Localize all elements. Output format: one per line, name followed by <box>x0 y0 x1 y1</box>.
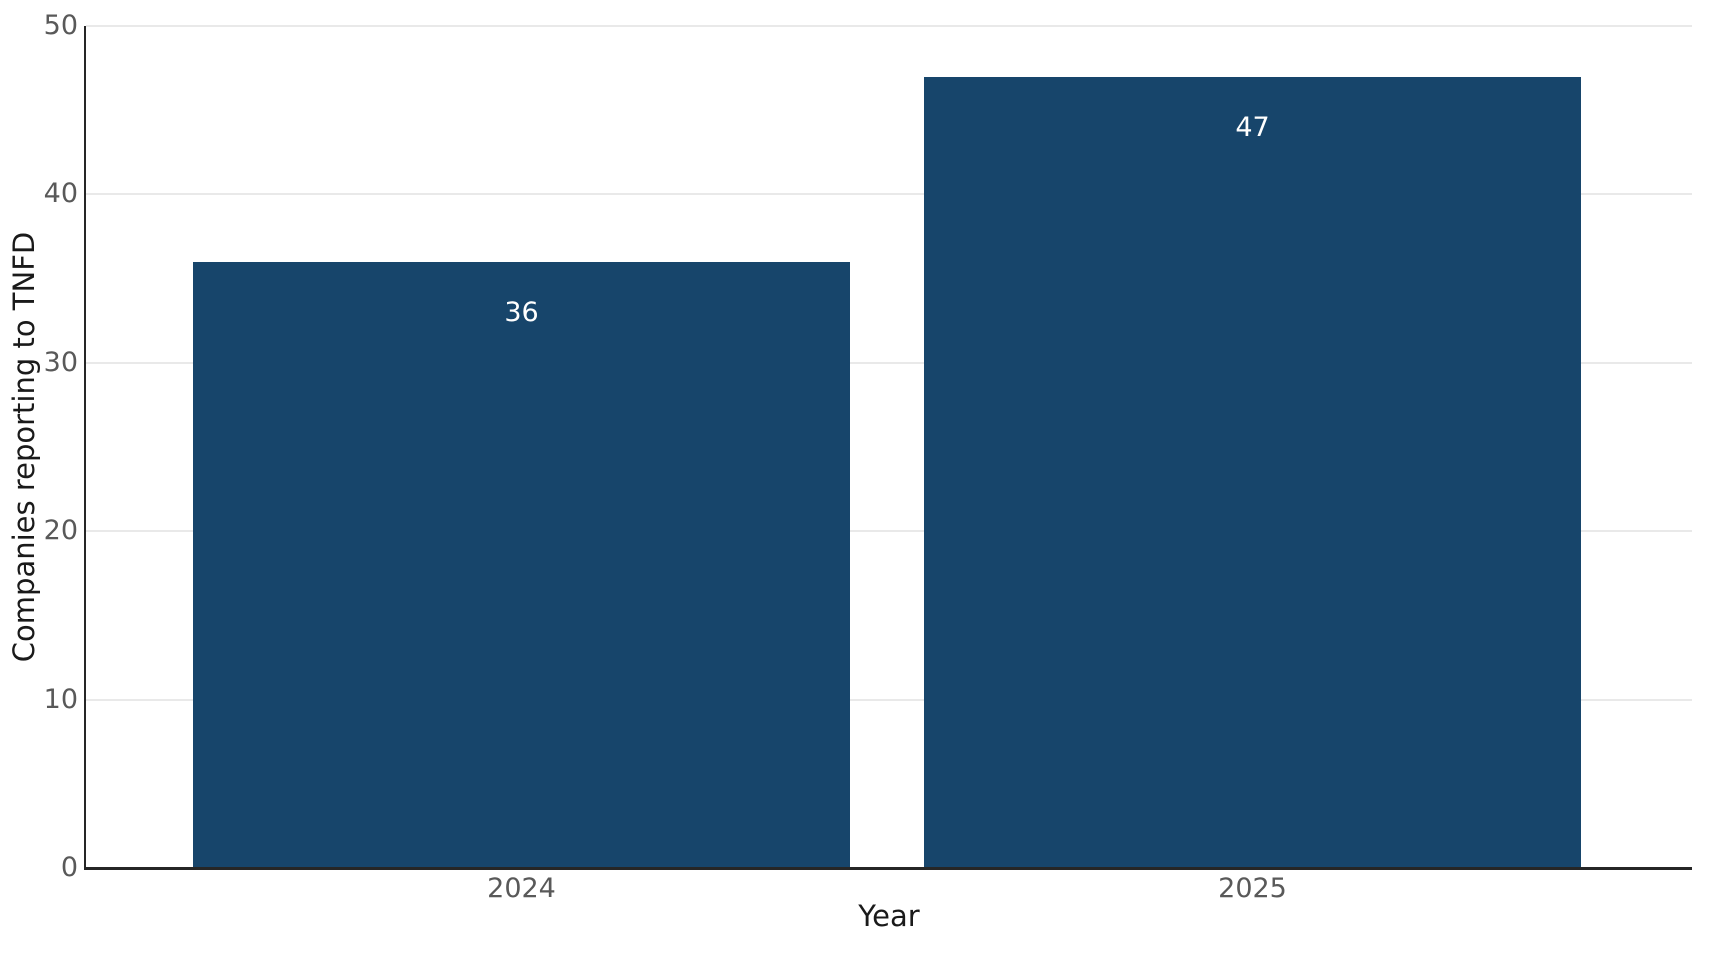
y-tick-label-10: 10 <box>43 683 78 715</box>
gridline-y-20 <box>86 530 1692 533</box>
y-tick-label-20: 20 <box>43 515 78 547</box>
y-axis-title: Companies reporting to TNFD <box>7 231 41 663</box>
y-tick-label-40: 40 <box>43 178 78 210</box>
x-axis-line <box>84 867 1692 870</box>
x-tick-label-2024: 2024 <box>487 873 556 904</box>
gridline-y-50 <box>86 25 1692 27</box>
bar-2025 <box>924 76 1581 868</box>
y-tick-label-0: 0 <box>60 852 78 883</box>
gridline-y-10 <box>86 698 1692 701</box>
x-axis-title: Year <box>858 899 920 933</box>
gridline-y-40 <box>86 193 1692 196</box>
bar-value-label-2025: 47 <box>1235 111 1270 143</box>
y-tick-label-30: 30 <box>43 346 78 378</box>
bar-2024 <box>193 261 850 868</box>
x-tick-label-2025: 2025 <box>1218 873 1287 904</box>
y-tick-label-50: 50 <box>43 10 78 41</box>
gridline-y-30 <box>86 361 1692 364</box>
bar-value-label-2024: 36 <box>504 296 539 328</box>
y-axis-line <box>84 26 86 870</box>
